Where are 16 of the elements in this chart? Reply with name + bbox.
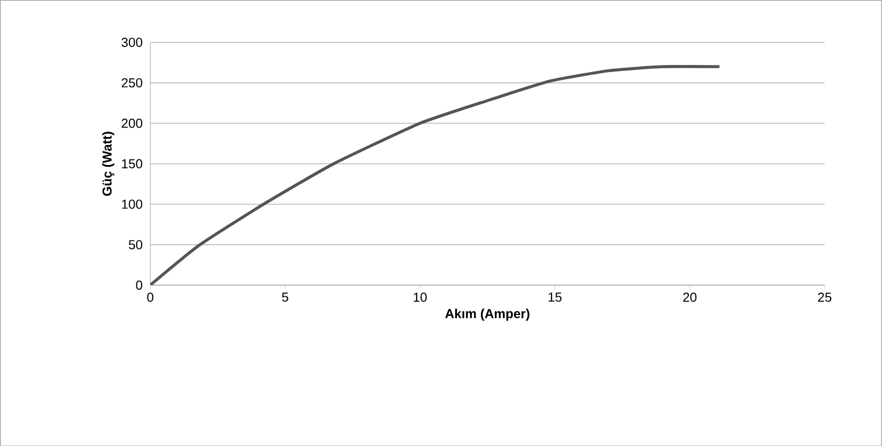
y-tick-label: 100 bbox=[122, 199, 142, 209]
x-tick-label: 10 bbox=[414, 292, 427, 302]
y-tick-label: 150 bbox=[122, 158, 142, 168]
x-tick-label: 15 bbox=[548, 292, 562, 302]
y-tick-label: 250 bbox=[122, 78, 142, 88]
y-tick-label: 0 bbox=[136, 280, 142, 290]
y-tick-label: 50 bbox=[128, 240, 142, 250]
y-tick-label: 200 bbox=[122, 118, 142, 128]
x-tick-label: 5 bbox=[282, 292, 288, 302]
x-tick-label: 25 bbox=[818, 292, 832, 302]
x-tick-label: 0 bbox=[147, 292, 154, 302]
line-series bbox=[150, 64, 721, 285]
y-tick-label: 300 bbox=[122, 38, 142, 47]
x-axis-title: Akım (Amper) bbox=[445, 308, 530, 321]
x-tick-label: 20 bbox=[683, 292, 696, 302]
y-axis-title: Güç (Watt) bbox=[102, 132, 114, 196]
